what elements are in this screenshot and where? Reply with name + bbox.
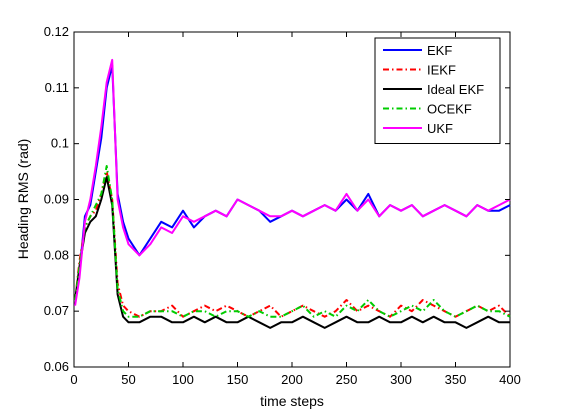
series-line-ukf (74, 58, 511, 306)
legend: EKF IEKF Ideal EKF OCEKF UKF (374, 37, 501, 144)
x-tick-label: 300 (390, 372, 412, 387)
y-tick-label: 0.11 (45, 80, 69, 95)
y-axis-ticks: 0.06 0.07 0.08 0.09 0.1 0.11 0.12 (44, 24, 510, 374)
x-tick-label: 200 (281, 372, 303, 387)
x-tick-label: 350 (445, 372, 467, 387)
series-layer (74, 58, 511, 329)
y-axis-label: Heading RMS (rad) (15, 139, 31, 260)
x-axis-label: time steps (260, 393, 324, 409)
x-tick-label: 250 (336, 372, 358, 387)
series-line-ocekf (74, 165, 511, 318)
series-line-ideal-ekf (74, 176, 510, 329)
legend-label: IEKF (427, 63, 456, 78)
x-tick-label: 150 (227, 372, 249, 387)
y-tick-label: 0.12 (44, 24, 69, 39)
legend-label: UKF (427, 121, 453, 136)
x-tick-label: 400 (499, 372, 521, 387)
x-axis-ticks: 0 50 100 150 200 250 300 350 400 (70, 32, 521, 387)
y-tick-label: 0.09 (44, 192, 69, 207)
y-tick-label: 0.1 (51, 136, 69, 151)
x-tick-label: 100 (172, 372, 194, 387)
legend-label: EKF (427, 43, 452, 58)
y-tick-label: 0.08 (44, 247, 69, 262)
legend-label: Ideal EKF (427, 82, 484, 97)
legend-label: OCEKF (427, 102, 472, 117)
x-tick-label: 50 (121, 372, 135, 387)
legend-box (374, 37, 501, 144)
y-tick-label: 0.06 (44, 359, 69, 374)
y-tick-label: 0.07 (44, 303, 69, 318)
x-tick-label: 0 (70, 372, 77, 387)
